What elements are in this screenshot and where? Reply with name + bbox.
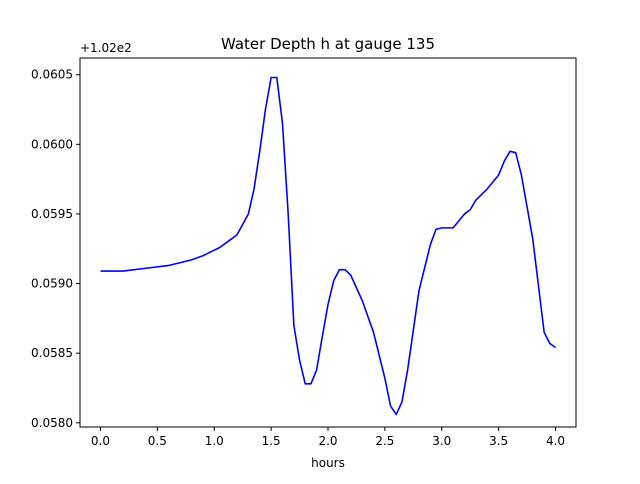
x-axis-label: hours — [311, 456, 345, 470]
x-tick-label: 1.0 — [205, 434, 224, 448]
y-tick-label: 0.0600 — [31, 137, 73, 151]
y-tick-label: 0.0580 — [31, 416, 73, 430]
x-tick-label: 4.0 — [546, 434, 565, 448]
y-tick-label: 0.0585 — [31, 346, 73, 360]
plot-area — [100, 76, 556, 416]
plot-frame — [79, 57, 577, 428]
x-tick-label: 0.5 — [148, 434, 167, 448]
y-tick-label: 0.0590 — [31, 277, 73, 291]
y-axis-offset-label: +1.02e2 — [80, 41, 132, 55]
x-tick-label: 2.5 — [375, 434, 394, 448]
series-line-0 — [100, 76, 556, 416]
x-tick-label: 3.5 — [489, 434, 508, 448]
chart-title: Water Depth h at gauge 135 — [221, 35, 435, 53]
x-tick-label: 2.0 — [318, 434, 337, 448]
axis-ticks: 0.0 0.5 1.0 1.5 2.0 2.5 3.0 3.5 4.0 0.0580 0.0585 0… — [31, 68, 565, 448]
x-tick-label: 3.0 — [432, 434, 451, 448]
x-tick-label: 1.5 — [262, 434, 281, 448]
y-tick-label: 0.0595 — [31, 207, 73, 221]
x-tick-label: 0.0 — [91, 434, 110, 448]
y-tick-label: 0.0605 — [31, 68, 73, 82]
